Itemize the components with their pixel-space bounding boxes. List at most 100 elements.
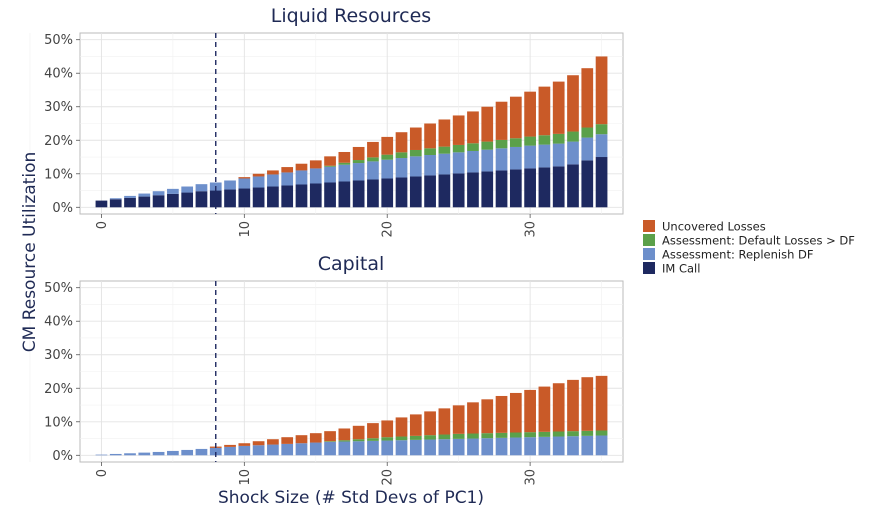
bar-im-call xyxy=(452,173,465,208)
bar-replenish xyxy=(381,159,394,179)
bar-uncovered xyxy=(595,375,608,431)
bar-im-call xyxy=(252,187,265,208)
bar-im-call xyxy=(338,181,351,208)
bar-assessment-df xyxy=(538,431,551,437)
bar-im-call xyxy=(538,167,551,208)
bar-assessment-df xyxy=(395,436,408,441)
bar-replenish xyxy=(252,176,265,188)
bar-im-call xyxy=(567,164,579,208)
bar-replenish xyxy=(424,439,436,456)
x-tick-label: 10 xyxy=(238,469,253,486)
bar-uncovered xyxy=(595,56,608,125)
bar-im-call xyxy=(552,166,565,208)
bar-uncovered xyxy=(252,173,265,177)
bar-im-call xyxy=(424,175,436,208)
bar-replenish xyxy=(567,141,579,165)
y-tick-label: 10% xyxy=(44,415,73,430)
bar-uncovered xyxy=(438,408,451,435)
bar-assessment-df xyxy=(595,124,608,135)
bar-replenish xyxy=(509,146,522,170)
bar-uncovered xyxy=(509,392,522,433)
bar-replenish xyxy=(581,137,594,161)
bar-replenish xyxy=(181,186,194,193)
bar-im-call xyxy=(224,189,236,208)
bar-replenish xyxy=(538,436,551,456)
legend-swatch-replenish xyxy=(643,248,655,260)
bar-assessment-df xyxy=(567,131,579,142)
bar-replenish xyxy=(395,158,408,178)
x-tick-label: 10 xyxy=(238,221,253,238)
bar-uncovered xyxy=(367,141,379,158)
bar-assessment-df xyxy=(409,435,422,440)
bar-assessment-df xyxy=(495,432,508,438)
bar-assessment-df xyxy=(524,136,536,146)
y-tick-label: 30% xyxy=(44,348,73,363)
bar-replenish xyxy=(324,166,336,183)
bar-assessment-df xyxy=(495,139,508,149)
bar-replenish xyxy=(181,449,194,456)
bar-assessment-df xyxy=(381,437,394,441)
bar-replenish xyxy=(424,155,436,176)
bar-uncovered xyxy=(309,160,322,169)
bar-assessment-df xyxy=(352,160,365,164)
bar-im-call xyxy=(395,177,408,208)
bar-assessment-df xyxy=(424,435,436,440)
bar-im-call xyxy=(324,182,336,208)
bar-assessment-df xyxy=(381,154,394,160)
bar-replenish xyxy=(295,170,308,185)
bar-im-call xyxy=(481,171,494,208)
bar-assessment-df xyxy=(467,433,479,439)
bar-assessment-df xyxy=(595,430,608,436)
y-tick-label: 0% xyxy=(52,449,73,464)
bar-uncovered xyxy=(424,411,436,436)
x-tick-label: 30 xyxy=(524,469,539,486)
bar-replenish xyxy=(252,445,265,456)
bar-replenish xyxy=(352,441,365,456)
bars-liquid-resources xyxy=(95,56,608,208)
bar-im-call xyxy=(438,174,451,208)
y-tick-label: 20% xyxy=(44,382,73,397)
bar-replenish xyxy=(538,144,551,168)
bar-uncovered xyxy=(581,68,594,128)
legend-swatch-assessment-df xyxy=(643,234,655,246)
bar-uncovered xyxy=(381,420,394,438)
bar-uncovered xyxy=(267,170,279,175)
bar-replenish xyxy=(95,454,108,456)
bar-replenish xyxy=(138,193,151,197)
bar-replenish xyxy=(481,438,494,456)
bar-uncovered xyxy=(252,441,265,446)
legend-label-uncovered: Uncovered Losses xyxy=(662,220,766,234)
bar-uncovered xyxy=(395,417,408,437)
bar-uncovered xyxy=(495,101,508,140)
bar-uncovered xyxy=(552,81,565,134)
bar-uncovered xyxy=(352,425,365,440)
bar-uncovered xyxy=(338,151,351,163)
bar-im-call xyxy=(181,192,194,208)
bar-replenish xyxy=(552,143,565,167)
x-tick-label: 0 xyxy=(95,469,110,477)
legend-swatch-im-call xyxy=(643,262,655,274)
bar-replenish xyxy=(224,180,236,190)
bar-replenish xyxy=(367,161,379,180)
bar-assessment-df xyxy=(552,133,565,144)
bar-assessment-df xyxy=(338,162,351,165)
bar-replenish xyxy=(367,440,379,456)
bar-im-call xyxy=(595,157,608,208)
bar-uncovered xyxy=(581,377,594,431)
bar-uncovered xyxy=(281,437,294,444)
y-tick-label: 40% xyxy=(44,315,73,330)
y-tick-label: 0% xyxy=(52,201,73,216)
bar-replenish xyxy=(224,446,236,456)
legend-label-assessment-df: Assessment: Default Losses > DF xyxy=(662,234,855,248)
y-tick-label: 50% xyxy=(44,33,73,48)
bar-replenish xyxy=(595,134,608,158)
bar-replenish xyxy=(124,195,136,198)
bar-assessment-df xyxy=(424,148,436,156)
bar-uncovered xyxy=(509,96,522,139)
bar-assessment-df xyxy=(581,127,594,138)
bar-replenish xyxy=(281,172,294,186)
bar-uncovered xyxy=(367,423,379,439)
bar-replenish xyxy=(452,438,465,456)
